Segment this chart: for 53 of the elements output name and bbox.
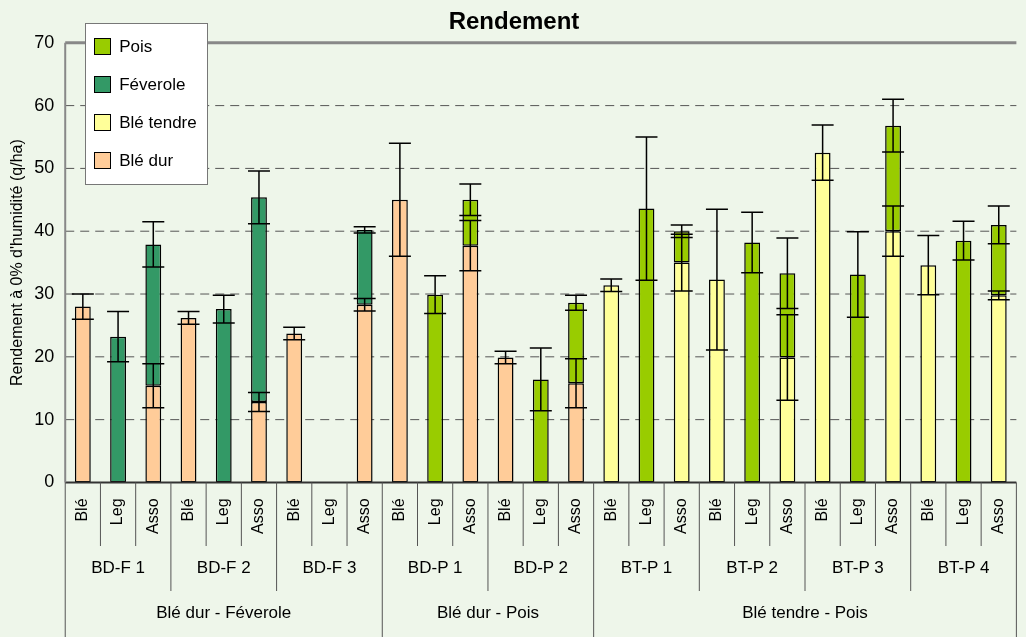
x-tick-label: Leg xyxy=(425,498,443,526)
x-tick-label: Leg xyxy=(742,498,760,526)
y-tick-label: 50 xyxy=(34,157,55,178)
y-tick-label: 70 xyxy=(34,31,55,52)
text: BD-P 1 xyxy=(407,557,463,577)
y-tick-label: 30 xyxy=(34,282,55,303)
x-tick-label: Leg xyxy=(531,498,549,526)
x-tick-label: Asso xyxy=(566,498,584,535)
y-tick-label: 40 xyxy=(34,220,55,241)
y-axis-title: Rendement à 0% d'humidité (q/ha) xyxy=(8,139,26,386)
x-tick-label: Asso xyxy=(989,498,1007,535)
x-tick-label: Asso xyxy=(143,498,161,535)
x-tick-label: Blé xyxy=(390,498,408,522)
x-tick-label: Blé xyxy=(813,498,831,522)
x-tick-label: Leg xyxy=(214,498,232,526)
y-tick-label: 20 xyxy=(34,345,55,366)
x-tick-label: Asso xyxy=(460,498,478,535)
text: BT-P 1 xyxy=(620,557,673,577)
x-tick-label: Asso xyxy=(777,498,795,535)
x-tick-label: Blé xyxy=(601,498,619,522)
legend-label: Blé dur xyxy=(119,150,174,171)
chart-title: Rendement xyxy=(448,7,580,35)
legend-label: Féverole xyxy=(119,74,186,95)
text: BT-P 3 xyxy=(832,557,884,577)
y-tick-label: 60 xyxy=(34,94,55,115)
x-tick-label: Blé xyxy=(178,498,196,522)
text: BD-F 1 xyxy=(91,557,145,577)
x-tick-label: Asso xyxy=(249,498,267,535)
text: BT-P 4 xyxy=(937,557,990,577)
x-tick-label: Leg xyxy=(319,498,337,526)
text: BT-P 2 xyxy=(726,557,778,577)
x-tick-label: Blé xyxy=(495,498,513,522)
x-tick-label: Leg xyxy=(636,498,654,526)
x-tick-label: Blé xyxy=(73,498,91,522)
y-tick-label: 0 xyxy=(44,471,55,492)
x-tick-label: Asso xyxy=(672,498,690,535)
x-tick-label: Asso xyxy=(883,498,901,535)
x-tick-label: Leg xyxy=(108,498,126,526)
text: Blé dur - Pois xyxy=(436,602,539,622)
x-tick-label: Asso xyxy=(355,498,373,535)
y-tick-label: 10 xyxy=(34,408,55,429)
text: BD-F 3 xyxy=(302,557,357,577)
text: Blé dur - Féverole xyxy=(156,602,292,622)
text: Blé tendre - Pois xyxy=(742,602,868,622)
x-tick-label: Blé xyxy=(284,498,302,522)
text: BD-P 2 xyxy=(513,557,569,577)
legend-label: Pois xyxy=(119,36,153,57)
x-tick-label: Leg xyxy=(848,498,866,526)
legend-label: Blé tendre xyxy=(119,112,197,133)
x-tick-label: Blé xyxy=(707,498,725,522)
text: BD-F 2 xyxy=(196,557,251,577)
x-tick-label: Leg xyxy=(953,498,971,526)
x-tick-label: Blé xyxy=(918,498,936,522)
